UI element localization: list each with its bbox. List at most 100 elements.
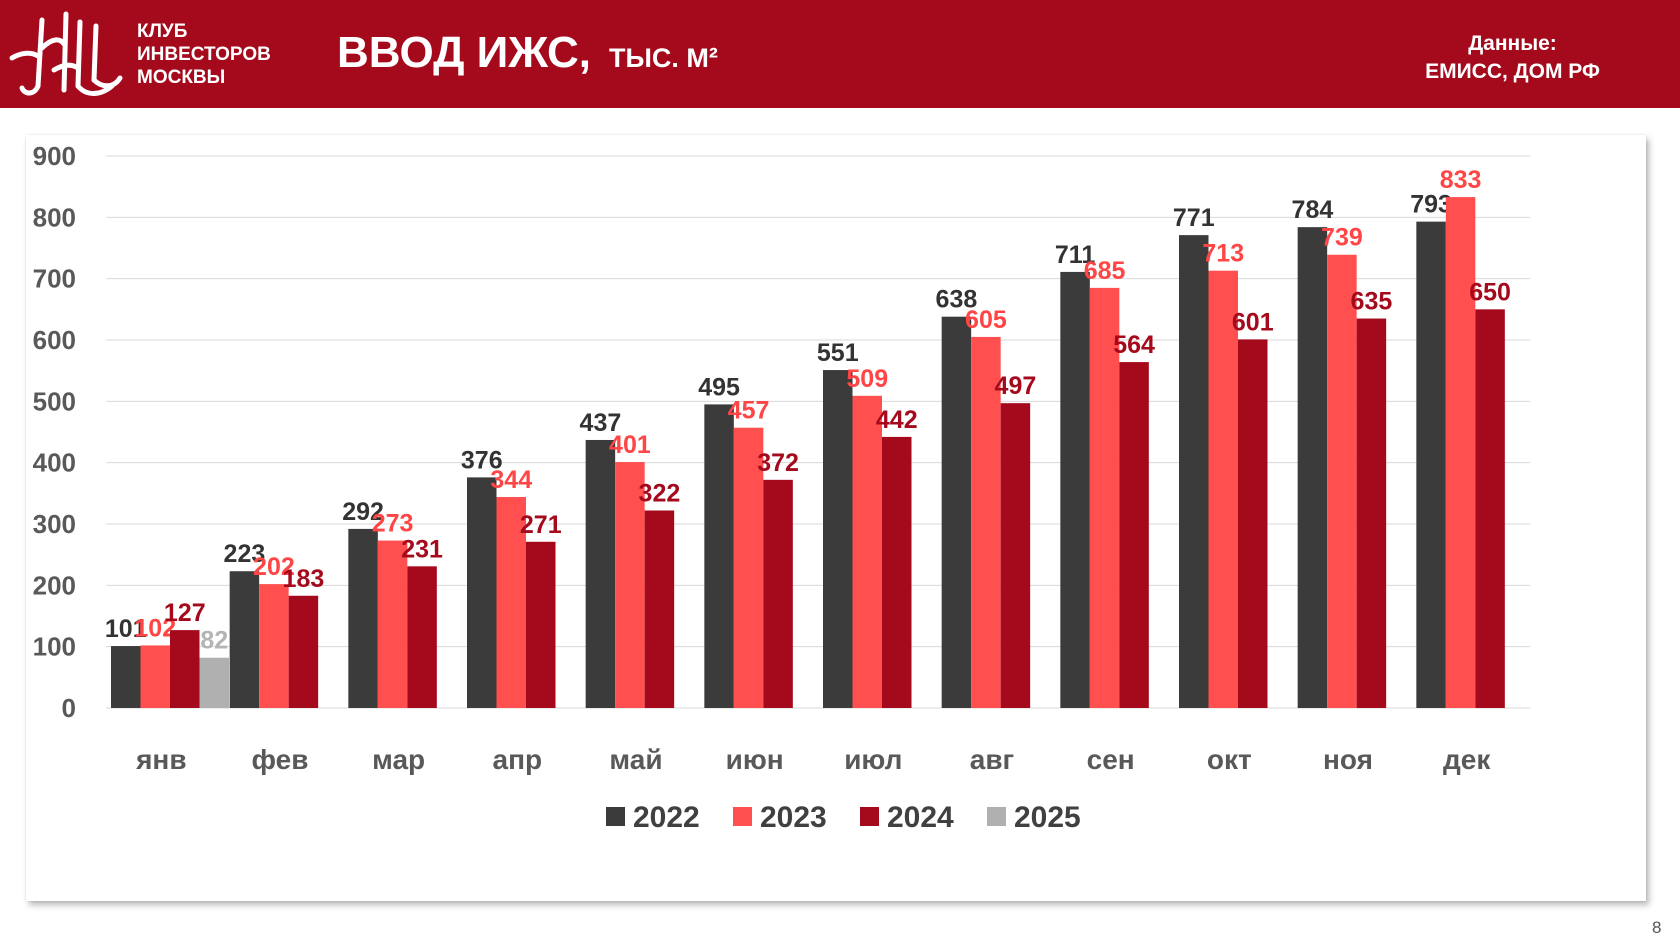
y-tick-label: 400 [33, 448, 76, 478]
data-label-2022: 292 [342, 498, 384, 526]
bar-2024 [1119, 362, 1149, 708]
bar-2023 [971, 336, 1001, 708]
x-tick-label: дек [1443, 744, 1491, 775]
legend-swatch-2022 [606, 807, 625, 826]
data-label-2022: 551 [817, 339, 859, 367]
bar-2023 [496, 497, 526, 708]
page-title-unit: ТЫС. М² [608, 43, 718, 73]
bar-2024 [1000, 403, 1031, 708]
bar-2025 [199, 657, 229, 708]
bar-2023 [1089, 287, 1120, 708]
data-label-2022: 771 [1173, 204, 1215, 232]
y-tick-label: 600 [33, 325, 76, 355]
y-tick-label: 100 [33, 632, 76, 662]
x-tick-label: авг [970, 744, 1014, 775]
x-tick-label: янв [135, 744, 186, 775]
header-bar: КЛУБ ИНВЕСТОРОВ МОСКВЫ ВВОД ИЖС, ТЫС. М² … [0, 0, 1680, 108]
y-tick-label: 0 [62, 693, 76, 723]
bar-2022 [941, 316, 972, 708]
x-tick-label: ноя [1323, 744, 1373, 775]
chart-panel: 0 100 200 300 400 500 600 700 800 900 101 102 127 82 я… [26, 135, 1646, 901]
bar-2023 [1327, 254, 1357, 708]
x-tick-label: окт [1207, 744, 1252, 775]
club-name-line: КЛУБ [137, 21, 188, 42]
bar-2022 [585, 439, 616, 708]
data-label-2023: 605 [965, 306, 1007, 334]
data-label-2023: 273 [372, 510, 414, 538]
data-label-2022: 437 [580, 409, 622, 437]
bar-2023 [140, 645, 170, 708]
bar-2024 [526, 541, 556, 708]
bar-2024 [170, 630, 200, 708]
bar-2023 [1445, 197, 1476, 709]
bar-2022 [467, 477, 497, 708]
bar-2024 [1356, 318, 1387, 708]
x-tick-label: фев [252, 744, 309, 775]
data-label-2023: 102 [134, 614, 176, 642]
club-name: КЛУБ ИНВЕСТОРОВ МОСКВЫ [137, 20, 297, 89]
page-title-main: ВВОД ИЖС, [337, 28, 591, 77]
bar-2022 [823, 370, 853, 708]
data-label-2023: 685 [1084, 257, 1126, 285]
data-label-2024: 127 [164, 599, 206, 627]
x-tick-label: апр [493, 744, 543, 775]
data-label-2023: 457 [728, 397, 770, 425]
x-tick-label: сен [1087, 744, 1135, 775]
data-label-2023: 739 [1321, 224, 1363, 252]
data-label-2024: 183 [283, 565, 325, 593]
y-tick-label: 500 [33, 386, 76, 416]
data-label-2022: 711 [1055, 241, 1095, 269]
data-label-2024: 322 [639, 480, 681, 508]
data-source-names: ЕМИСС, ДОМ РФ [1425, 60, 1600, 83]
bar-2023 [852, 395, 882, 708]
data-label-2022: 495 [698, 373, 740, 401]
bar-2022 [348, 528, 378, 708]
x-tick-label: май [609, 744, 662, 775]
bar-2024 [644, 510, 675, 708]
y-tick-label: 900 [33, 141, 76, 171]
data-label-2022: 793 [1410, 191, 1452, 219]
data-label-2022: 101 [105, 615, 147, 643]
data-label-2023: 401 [609, 431, 651, 459]
bar-2024 [1475, 309, 1505, 708]
data-label-2024: 231 [401, 535, 443, 563]
data-label-2023: 833 [1440, 166, 1482, 194]
legend-swatch-2023 [733, 807, 752, 826]
data-label-2022: 638 [936, 286, 978, 314]
club-name-line: ИНВЕСТОРОВ [137, 44, 271, 65]
x-tick-label: июл [844, 744, 902, 775]
bar-2024 [288, 595, 319, 708]
data-label-2023: 202 [253, 553, 295, 581]
data-label-2022: 223 [224, 540, 266, 568]
legend-label-2022: 2022 [633, 801, 700, 834]
data-label-2024: 372 [757, 449, 799, 477]
bar-2024 [882, 436, 912, 708]
data-label-2024: 271 [520, 511, 562, 539]
legend-swatch-2025 [987, 807, 1006, 826]
bar-2023 [259, 584, 289, 708]
club-name-line: МОСКВЫ [137, 67, 226, 88]
data-label-2024: 635 [1351, 288, 1393, 316]
legend-swatch-2024 [860, 807, 879, 826]
bar-2022 [1179, 235, 1209, 708]
bar-2022 [111, 646, 141, 708]
y-tick-label: 800 [33, 202, 76, 232]
bar-2024 [1238, 339, 1268, 708]
data-source: Данные: ЕМИСС, ДОМ РФ [1390, 30, 1635, 86]
bar-2024 [407, 566, 437, 708]
legend-label-2023: 2023 [760, 801, 827, 834]
data-label-2023: 713 [1202, 240, 1244, 268]
bar-2022 [1060, 271, 1090, 708]
bar-2022 [229, 571, 260, 708]
data-label-2024: 601 [1232, 308, 1274, 336]
data-label-2025: 82 [200, 627, 228, 655]
bar-2023 [1208, 270, 1238, 708]
legend-label-2024: 2024 [887, 801, 954, 834]
data-label-2024: 442 [876, 406, 918, 434]
y-tick-label: 700 [33, 264, 76, 294]
data-label-2023: 509 [846, 365, 888, 393]
y-tick-label: 200 [33, 570, 76, 600]
data-label-2024: 497 [995, 372, 1037, 400]
bar-2023 [377, 540, 408, 708]
